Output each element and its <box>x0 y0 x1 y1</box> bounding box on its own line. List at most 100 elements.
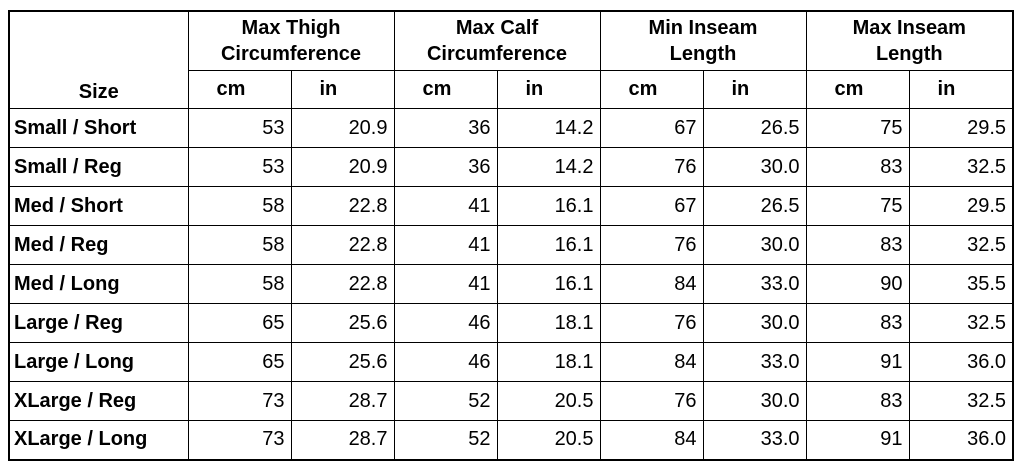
table-header: Size Max Thigh Circumference Max Calf Circu… <box>8 10 1014 109</box>
value-cell: 22.8 <box>290 264 395 304</box>
value-cell: 36.0 <box>908 342 1014 382</box>
value-cell: 41 <box>393 264 498 304</box>
value-cell: 83 <box>805 381 910 421</box>
value-cell: 32.5 <box>908 147 1014 187</box>
value-cell: 29.5 <box>908 186 1014 226</box>
value-cell: 83 <box>805 225 910 265</box>
value-cell: 30.0 <box>702 303 807 343</box>
value-cell: 25.6 <box>290 303 395 343</box>
value-cell: 36 <box>393 147 498 187</box>
value-cell: 76 <box>599 225 704 265</box>
value-cell: 33.0 <box>702 420 807 460</box>
unit-header: cm <box>393 70 498 109</box>
value-cell: 41 <box>393 225 498 265</box>
table-row: XLarge / Long 73 28.7 52 20.5 84 33.0 91 36.0 <box>8 420 1014 460</box>
value-cell: 28.7 <box>290 420 395 460</box>
value-cell: 67 <box>599 186 704 226</box>
value-cell: 33.0 <box>702 264 807 304</box>
value-cell: 30.0 <box>702 147 807 187</box>
value-cell: 73 <box>187 420 292 460</box>
unit-header: cm <box>187 70 292 109</box>
value-cell: 84 <box>599 342 704 382</box>
table-row: Med / Long 58 22.8 41 16.1 84 33.0 90 35.5 <box>8 264 1014 304</box>
value-cell: 22.8 <box>290 225 395 265</box>
value-cell: 91 <box>805 342 910 382</box>
group-title-line: Max Inseam <box>852 17 966 39</box>
value-cell: 58 <box>187 264 292 304</box>
value-cell: 18.1 <box>496 303 601 343</box>
value-cell: 90 <box>805 264 910 304</box>
value-cell: 28.7 <box>290 381 395 421</box>
unit-header: in <box>908 70 1014 109</box>
size-cell: Small / Reg <box>8 147 189 187</box>
value-cell: 76 <box>599 303 704 343</box>
value-cell: 58 <box>187 186 292 226</box>
group-header: Max Thigh Circumference <box>187 10 395 71</box>
size-header: Size <box>8 10 189 109</box>
value-cell: 76 <box>599 381 704 421</box>
unit-header: in <box>290 70 395 109</box>
table-body: Small / Short 53 20.9 36 14.2 67 26.5 75 29.5 Sma… <box>8 108 1014 460</box>
value-cell: 26.5 <box>702 186 807 226</box>
value-cell: 18.1 <box>496 342 601 382</box>
table-row: Small / Reg 53 20.9 36 14.2 76 30.0 83 32.5 <box>8 147 1014 187</box>
value-cell: 46 <box>393 342 498 382</box>
value-cell: 36 <box>393 108 498 148</box>
value-cell: 14.2 <box>496 147 601 187</box>
value-cell: 65 <box>187 303 292 343</box>
unit-header: cm <box>599 70 704 109</box>
value-cell: 16.1 <box>496 225 601 265</box>
value-cell: 52 <box>393 381 498 421</box>
size-cell: Med / Short <box>8 186 189 226</box>
value-cell: 20.5 <box>496 420 601 460</box>
group-title-line: Length <box>875 43 943 65</box>
value-cell: 53 <box>187 108 292 148</box>
size-cell: Large / Long <box>8 342 189 382</box>
size-cell: XLarge / Reg <box>8 381 189 421</box>
size-cell: Large / Reg <box>8 303 189 343</box>
table-container: Size Max Thigh Circumference Max Calf Circu… <box>8 10 1015 461</box>
table-row: XLarge / Reg 73 28.7 52 20.5 76 30.0 83 32.5 <box>8 381 1014 421</box>
value-cell: 35.5 <box>908 264 1014 304</box>
value-cell: 58 <box>187 225 292 265</box>
value-cell: 41 <box>393 186 498 226</box>
group-title-line: Circumference <box>220 43 362 65</box>
value-cell: 20.5 <box>496 381 601 421</box>
value-cell: 33.0 <box>702 342 807 382</box>
value-cell: 52 <box>393 420 498 460</box>
unit-header: in <box>496 70 601 109</box>
group-title-line: Max Calf <box>455 17 539 39</box>
value-cell: 36.0 <box>908 420 1014 460</box>
value-cell: 14.2 <box>496 108 601 148</box>
size-table: Size Max Thigh Circumference Max Calf Circu… <box>8 10 1015 461</box>
size-cell: XLarge / Long <box>8 420 189 460</box>
table-row: Large / Reg 65 25.6 46 18.1 76 30.0 83 32.5 <box>8 303 1014 343</box>
value-cell: 76 <box>599 147 704 187</box>
value-cell: 20.9 <box>290 108 395 148</box>
group-title-line: Max Thigh <box>241 17 341 39</box>
table-row: Med / Reg 58 22.8 41 16.1 76 30.0 83 32.5 <box>8 225 1014 265</box>
table-row: Large / Long 65 25.6 46 18.1 84 33.0 91 36.0 <box>8 342 1014 382</box>
unit-header: cm <box>805 70 910 109</box>
unit-header: in <box>702 70 807 109</box>
value-cell: 26.5 <box>702 108 807 148</box>
value-cell: 84 <box>599 420 704 460</box>
group-header: Max Inseam Length <box>805 10 1014 71</box>
size-cell: Med / Long <box>8 264 189 304</box>
value-cell: 91 <box>805 420 910 460</box>
value-cell: 30.0 <box>702 225 807 265</box>
value-cell: 46 <box>393 303 498 343</box>
group-title-line: Length <box>669 43 737 65</box>
value-cell: 67 <box>599 108 704 148</box>
value-cell: 73 <box>187 381 292 421</box>
value-cell: 16.1 <box>496 264 601 304</box>
value-cell: 32.5 <box>908 225 1014 265</box>
value-cell: 53 <box>187 147 292 187</box>
size-cell: Small / Short <box>8 108 189 148</box>
group-header: Min Inseam Length <box>599 10 807 71</box>
value-cell: 65 <box>187 342 292 382</box>
size-cell: Med / Reg <box>8 225 189 265</box>
value-cell: 75 <box>805 108 910 148</box>
table-row: Med / Short 58 22.8 41 16.1 67 26.5 75 29.5 <box>8 186 1014 226</box>
value-cell: 32.5 <box>908 303 1014 343</box>
